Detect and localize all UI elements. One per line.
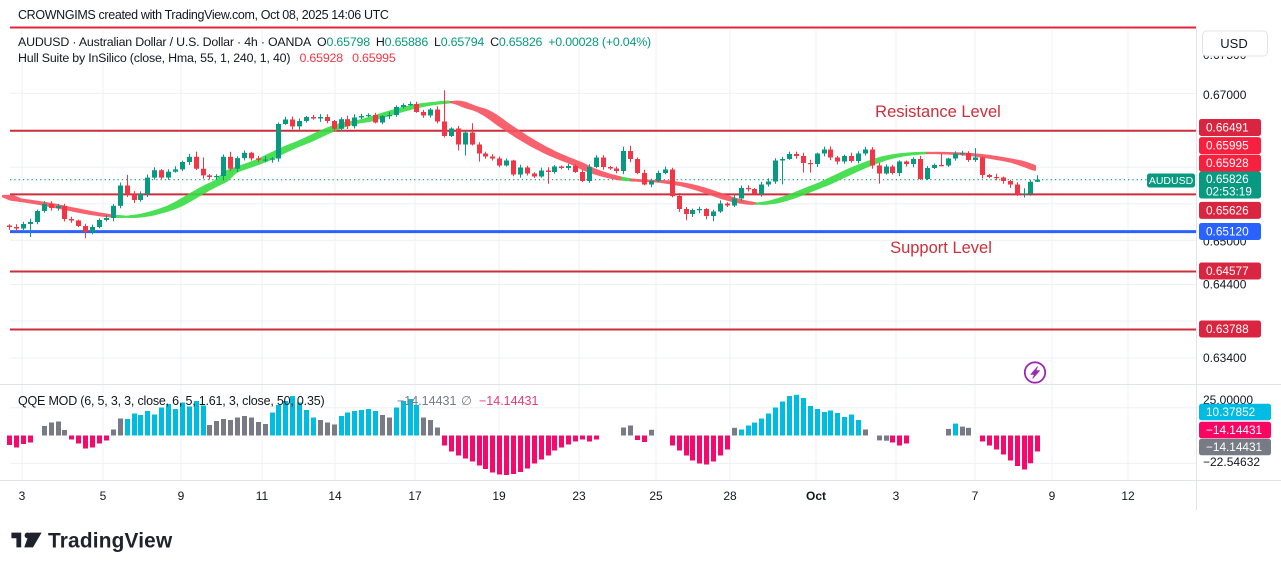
svg-text:0.63788: 0.63788 (1206, 322, 1249, 336)
svg-text:14: 14 (328, 489, 342, 503)
svg-text:−14.14431: −14.14431 (1206, 423, 1262, 437)
svg-text:TradingView: TradingView (48, 530, 173, 553)
svg-text:USD: USD (1220, 36, 1247, 51)
svg-text:−14.14431: −14.14431 (1206, 440, 1262, 454)
svg-text:9: 9 (1049, 489, 1056, 503)
svg-text:10.37852: 10.37852 (1206, 405, 1255, 419)
svg-text:17: 17 (408, 489, 422, 503)
svg-text:25: 25 (649, 489, 663, 503)
svg-text:0.63400: 0.63400 (1203, 351, 1247, 365)
svg-text:QQE MOD (6, 5, 3, 3, close, 6,: QQE MOD (6, 5, 3, 3, close, 6, 5, 1.61, … (18, 394, 324, 408)
svg-text:Hull Suite by InSilico (close,: Hull Suite by InSilico (close, Hma, 55, … (18, 51, 396, 65)
svg-text:0.65626: 0.65626 (1206, 203, 1249, 217)
svg-text:19: 19 (492, 489, 506, 503)
svg-text:−14.14431: −14.14431 (479, 394, 538, 408)
svg-text:3: 3 (19, 489, 26, 503)
svg-text:25.00000: 25.00000 (1203, 393, 1253, 407)
svg-text:11: 11 (256, 489, 269, 503)
svg-text:02:53:19: 02:53:19 (1206, 185, 1252, 199)
svg-text:Support Level: Support Level (890, 239, 992, 257)
svg-text:0.65826: 0.65826 (1206, 172, 1249, 186)
svg-text:Resistance Level: Resistance Level (875, 103, 1001, 121)
svg-text:0.64577: 0.64577 (1206, 264, 1249, 278)
svg-text:Oct: Oct (806, 489, 826, 503)
svg-text:0.65995: 0.65995 (1206, 139, 1249, 153)
svg-text:AUDUSD · Australian Dollar / U: AUDUSD · Australian Dollar / U.S. Dollar… (18, 35, 651, 49)
svg-text:0.65928: 0.65928 (1206, 156, 1249, 170)
svg-text:23: 23 (572, 489, 586, 503)
svg-text:7: 7 (972, 489, 979, 503)
svg-text:5: 5 (100, 489, 107, 503)
svg-text:0.64400: 0.64400 (1203, 278, 1247, 292)
svg-text:9: 9 (178, 489, 185, 503)
svg-text:−14.14431: −14.14431 (397, 394, 456, 408)
svg-text:12: 12 (1121, 489, 1135, 503)
svg-text:3: 3 (893, 489, 900, 503)
svg-text:0.67000: 0.67000 (1203, 88, 1247, 102)
svg-text:0.65120: 0.65120 (1206, 225, 1249, 239)
svg-text:−22.54632: −22.54632 (1203, 455, 1260, 469)
svg-text:AUDUSD: AUDUSD (1149, 175, 1194, 187)
svg-text:∅: ∅ (461, 394, 472, 408)
svg-text:28: 28 (723, 489, 737, 503)
svg-text:CROWNGIMS created with Trading: CROWNGIMS created with TradingView.com, … (18, 8, 389, 22)
svg-text:0.66491: 0.66491 (1206, 121, 1249, 135)
